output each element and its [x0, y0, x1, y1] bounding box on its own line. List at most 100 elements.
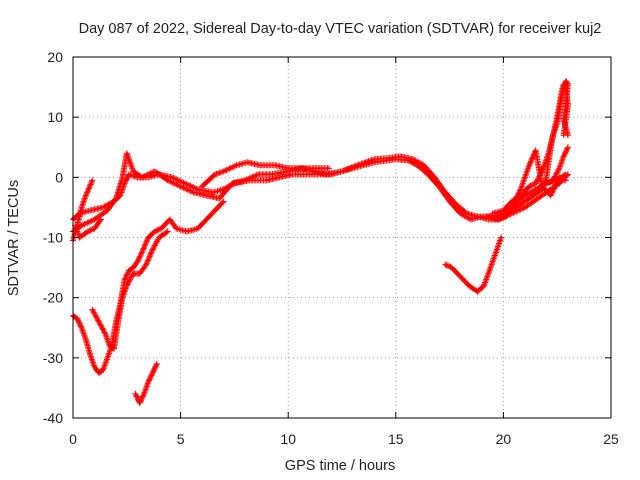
data-point: [554, 169, 561, 176]
data-point: [87, 181, 94, 188]
data-point: [149, 369, 156, 376]
data-point: [552, 171, 559, 178]
data-point: [498, 234, 505, 241]
y-tick-label: 10: [47, 109, 63, 125]
data-point: [368, 157, 375, 164]
data-point: [146, 170, 153, 177]
data-point: [226, 165, 233, 172]
data-point: [86, 184, 93, 191]
data-point: [358, 160, 365, 167]
data-point: [560, 132, 567, 139]
data-point: [76, 319, 83, 326]
data-point: [151, 366, 158, 373]
data-point: [143, 260, 150, 267]
grid-lines: [73, 57, 611, 418]
data-point: [249, 173, 256, 180]
data-point: [365, 158, 372, 165]
data-point: [549, 177, 556, 184]
data-point: [173, 176, 180, 183]
data-point: [125, 278, 132, 285]
data-point: [123, 176, 130, 183]
data-point: [535, 175, 542, 182]
data-point: [561, 151, 568, 158]
data-point: [216, 169, 223, 176]
data-point: [100, 328, 107, 335]
data-point: [517, 206, 524, 213]
data-point: [124, 271, 131, 278]
data-point: [536, 173, 543, 180]
x-tick-label: 15: [388, 431, 404, 447]
data-point: [369, 156, 376, 163]
data-point: [140, 245, 147, 252]
data-point: [89, 177, 96, 184]
data-point: [147, 250, 154, 257]
data-series: [543, 144, 571, 187]
tick-labels: 0 5 10 15 20 25 -40 -30 -20 -10 0 10 20: [43, 49, 619, 447]
data-point: [92, 313, 99, 320]
data-point: [141, 172, 148, 179]
data-point: [142, 241, 149, 248]
x-tick-label: 0: [69, 431, 77, 447]
data-point: [153, 227, 160, 234]
data-point: [151, 243, 158, 250]
data-point: [220, 198, 227, 205]
data-point: [145, 378, 152, 385]
data-point: [152, 364, 159, 371]
data-point: [150, 367, 157, 374]
data-point: [187, 183, 194, 190]
data-point: [219, 168, 226, 175]
data-point: [245, 176, 252, 183]
data-point: [124, 270, 131, 277]
data-point: [217, 169, 224, 176]
x-tick-label: 10: [280, 431, 296, 447]
data-point: [343, 166, 350, 173]
data-point: [247, 174, 254, 181]
data-point: [250, 173, 257, 180]
data-point: [141, 244, 148, 251]
data-point: [136, 399, 143, 406]
data-point: [83, 191, 90, 198]
data-point: [184, 186, 191, 193]
data-point: [252, 172, 259, 179]
data-point: [173, 181, 180, 188]
data-point: [147, 375, 154, 382]
data-point: [555, 166, 562, 173]
data-point: [87, 227, 94, 234]
data-point: [170, 175, 177, 182]
data-point: [77, 323, 84, 330]
data-point: [514, 207, 521, 214]
data-point: [171, 180, 178, 187]
data-point: [530, 181, 537, 188]
data-point: [92, 312, 99, 319]
data-point: [124, 281, 131, 288]
data-series: [483, 171, 571, 223]
data-point: [140, 246, 147, 253]
data-point: [154, 227, 161, 234]
data-point: [190, 184, 197, 191]
data-point: [137, 398, 144, 405]
data-point: [97, 321, 104, 328]
data-point: [345, 165, 352, 172]
data-point: [526, 162, 533, 169]
data-point: [97, 322, 104, 329]
data-point: [339, 168, 345, 175]
data-point: [122, 275, 129, 282]
data-point: [153, 238, 160, 245]
axis-ticks: [72, 56, 612, 419]
data-point: [362, 159, 369, 166]
data-point: [536, 172, 543, 179]
y-tick-label: -10: [43, 230, 63, 246]
data-point: [123, 282, 130, 289]
data-point: [507, 211, 514, 218]
data-point: [349, 163, 356, 170]
data-point: [123, 272, 130, 279]
data-point: [94, 316, 101, 323]
data-point: [183, 186, 190, 193]
data-point: [187, 188, 194, 195]
data-point: [122, 274, 129, 281]
y-tick-label: -40: [43, 410, 63, 426]
data-point: [146, 253, 153, 260]
data-point: [133, 393, 140, 400]
data-point: [142, 239, 149, 246]
data-point: [189, 188, 196, 195]
